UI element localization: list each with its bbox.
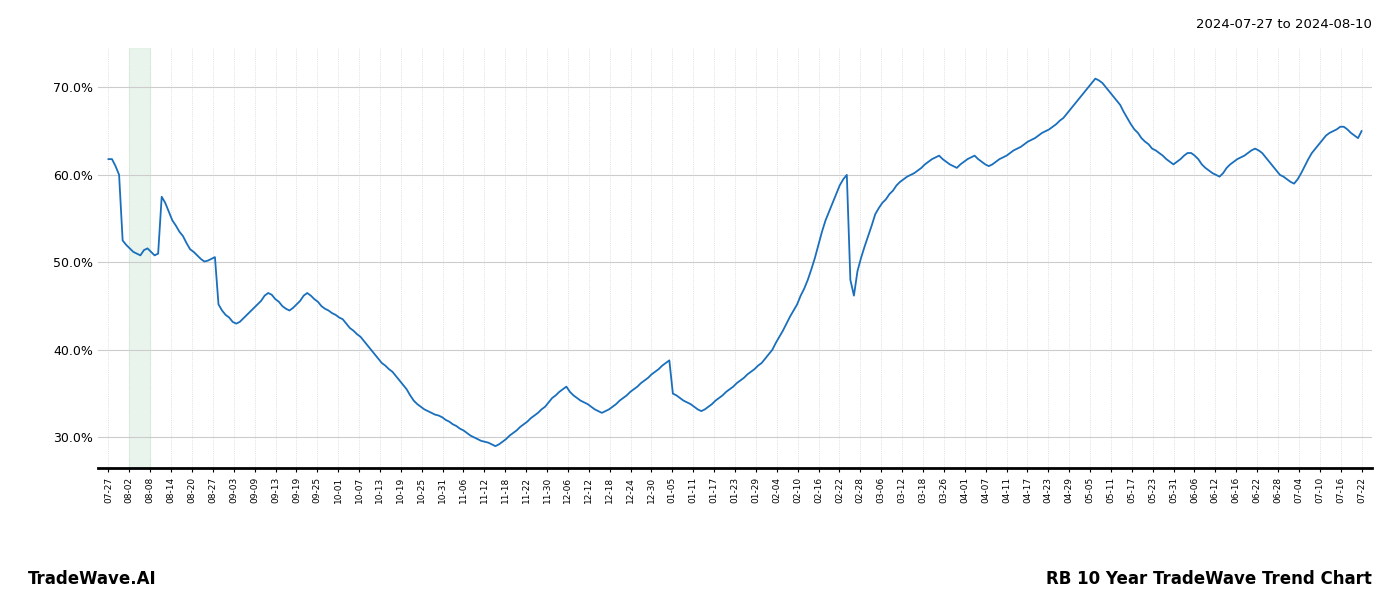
Text: TradeWave.AI: TradeWave.AI xyxy=(28,570,157,588)
Text: RB 10 Year TradeWave Trend Chart: RB 10 Year TradeWave Trend Chart xyxy=(1046,570,1372,588)
Text: 2024-07-27 to 2024-08-10: 2024-07-27 to 2024-08-10 xyxy=(1196,18,1372,31)
Bar xyxy=(129,48,150,468)
